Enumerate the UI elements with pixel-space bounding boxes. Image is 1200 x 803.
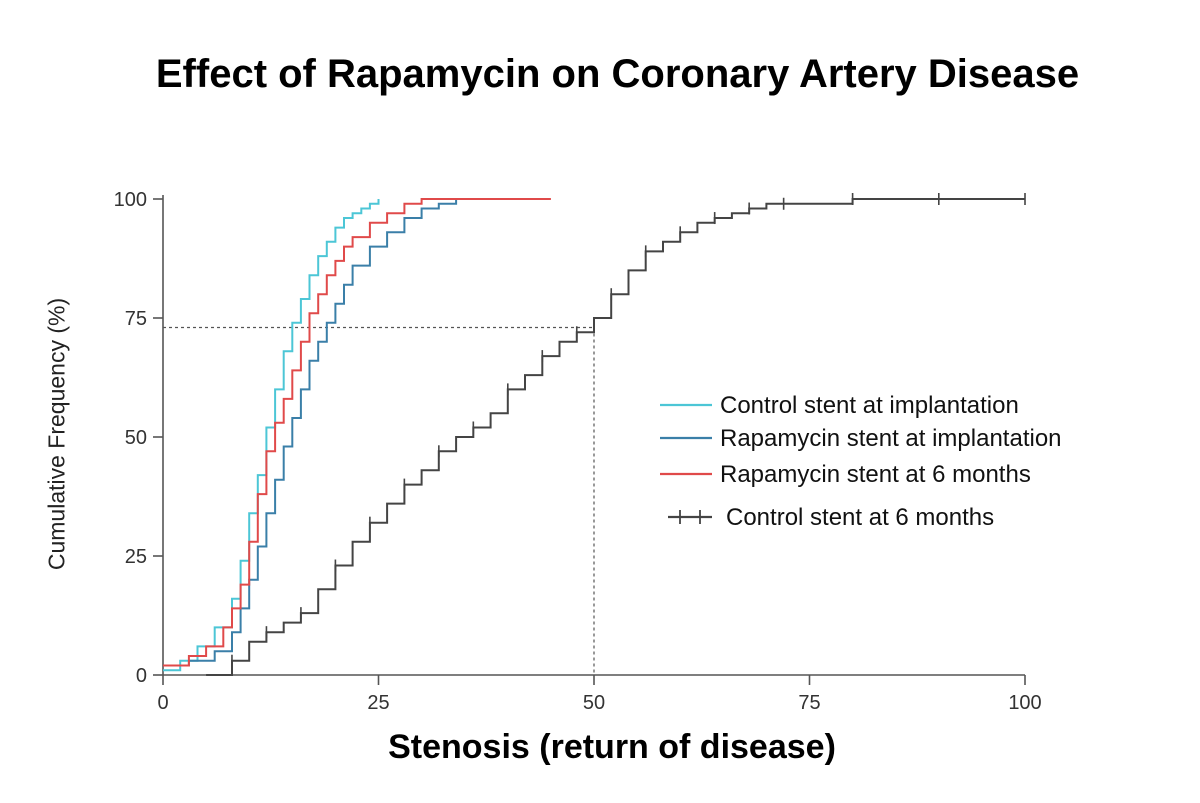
series-line-control-stent-at-implantation xyxy=(163,199,380,672)
series-line-rapamycin-stent-at-6-months xyxy=(163,198,551,667)
y-tick-label: 100 xyxy=(114,189,147,211)
legend-label: Rapamycin stent at 6 months xyxy=(720,461,1031,488)
series-control-stent-at-implantation xyxy=(163,199,380,672)
legend-label: Control stent at 6 months xyxy=(726,504,994,531)
reference-lines xyxy=(163,326,595,675)
series-rapamycin-stent-at-6-months xyxy=(163,198,551,667)
x-tick-label: 75 xyxy=(798,692,820,714)
y-tick-label: 50 xyxy=(125,427,147,449)
y-tick-label: 75 xyxy=(125,308,147,330)
x-tick-label: 0 xyxy=(157,692,168,714)
series-rapamycin-stent-at-implantation xyxy=(163,199,458,667)
x-tick-label: 100 xyxy=(1008,692,1041,714)
legend-label: Control stent at implantation xyxy=(720,392,1019,419)
y-tick-label: 0 xyxy=(136,665,147,687)
x-tick-label: 25 xyxy=(367,692,389,714)
legend-item: Control stent at 6 months xyxy=(668,504,994,531)
series-line-rapamycin-stent-at-implantation xyxy=(163,199,458,667)
legend-item: Rapamycin stent at implantation xyxy=(660,425,1062,452)
series-line-control-stent-at-6-months xyxy=(206,198,1025,676)
x-tick-label: 50 xyxy=(583,692,605,714)
axes: 0 25 50 75 100 0 25 50 75 100 xyxy=(114,189,1042,714)
legend-item: Control stent at implantation xyxy=(660,392,1019,419)
legend: Control stent at implantation Rapamycin s… xyxy=(660,392,1062,531)
series-control-stent-at-6-months xyxy=(206,193,1026,676)
y-tick-label: 25 xyxy=(125,546,147,568)
series-group xyxy=(163,193,1026,676)
legend-label: Rapamycin stent at implantation xyxy=(720,425,1062,452)
legend-item: Rapamycin stent at 6 months xyxy=(660,461,1031,488)
chart-title: Effect of Rapamycin on Coronary Artery D… xyxy=(155,52,1080,96)
x-axis-label: Stenosis (return of disease) xyxy=(388,728,836,766)
